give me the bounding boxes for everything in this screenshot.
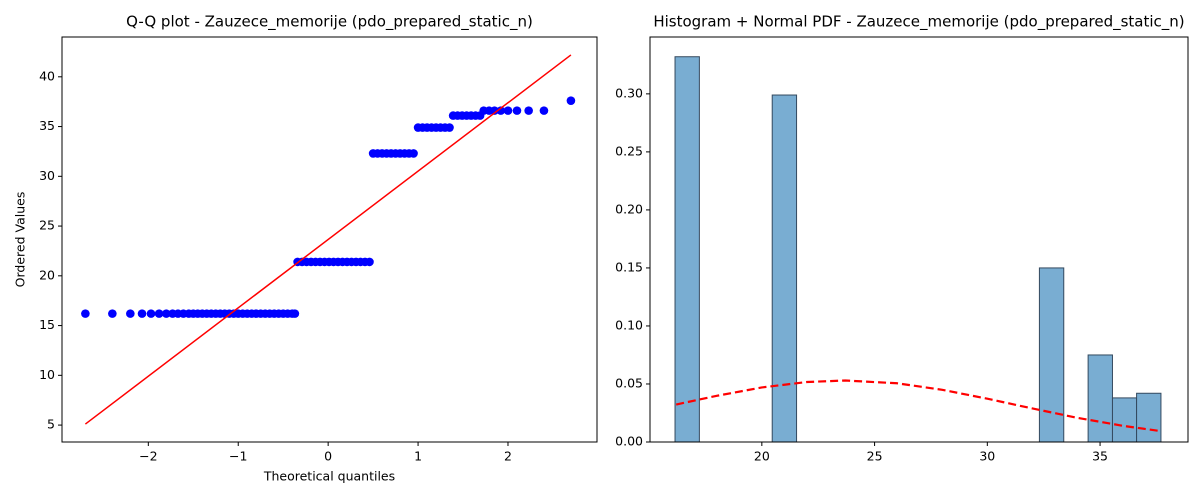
data-point: [126, 309, 135, 318]
y-tick-label: 15: [39, 317, 55, 332]
data-point: [409, 149, 418, 158]
y-tick-label: 5: [47, 417, 55, 432]
y-tick-label: 0.30: [615, 85, 643, 100]
data-point: [503, 106, 513, 115]
y-tick-label: 30: [39, 168, 55, 183]
data-point: [524, 106, 533, 115]
histogram-bar: [771, 94, 798, 443]
y-tick-label: 35: [39, 118, 55, 133]
axes-frame: [649, 36, 1189, 443]
data-point: [512, 106, 522, 115]
x-tick-label: 0: [324, 449, 332, 464]
data-point: [496, 106, 506, 115]
histogram-bar: [1136, 392, 1162, 443]
x-tick-label: 1: [414, 449, 422, 464]
y-tick-label: 0.15: [615, 259, 643, 274]
data-point: [81, 309, 90, 318]
data-point: [290, 309, 300, 318]
x-tick-label: 30: [979, 449, 995, 464]
y-axis-label: Ordered Values: [13, 192, 28, 288]
subplot: Histogram + Normal PDF - Zauzece_memorij…: [615, 13, 1189, 464]
data-point: [154, 309, 164, 318]
data-point: [108, 309, 117, 318]
y-tick-label: 0.10: [615, 317, 643, 332]
y-tick-label: 0.25: [615, 143, 643, 158]
x-tick-label: −2: [139, 449, 157, 464]
x-tick-label: −1: [229, 449, 247, 464]
chart-title: Histogram + Normal PDF - Zauzece_memorij…: [653, 13, 1184, 32]
data-point: [137, 309, 147, 318]
data-point: [146, 309, 156, 318]
y-tick-label: 40: [39, 68, 55, 83]
fit-line: [84, 54, 572, 425]
histogram-bar: [674, 56, 700, 443]
data-point: [539, 106, 549, 115]
data-point: [365, 257, 374, 267]
x-tick-label: 35: [1092, 449, 1108, 464]
y-tick-label: 0.20: [615, 201, 643, 216]
data-point: [162, 309, 171, 318]
chart-title: Q-Q plot - Zauzece_memorije (pdo_prepare…: [126, 13, 533, 32]
data-point: [490, 106, 499, 115]
x-tick-label: 2: [504, 449, 512, 464]
x-tick-label: 25: [867, 449, 883, 464]
data-point: [445, 123, 454, 132]
y-tick-label: 10: [39, 367, 55, 382]
x-tick-label: 20: [754, 449, 770, 464]
x-axis-label: Theoretical quantiles: [263, 469, 395, 484]
subplot: Q-Q plot - Zauzece_memorije (pdo_prepare…: [13, 13, 598, 484]
y-tick-label: 0.05: [615, 375, 643, 390]
y-tick-label: 0.00: [615, 434, 643, 449]
axes-frame: [61, 36, 598, 443]
y-tick-label: 25: [39, 218, 55, 233]
fit-line: [675, 379, 1159, 432]
histogram-bar: [1087, 354, 1113, 443]
histogram-bar: [1038, 267, 1065, 443]
histogram-bar: [1111, 397, 1138, 443]
y-tick-label: 20: [39, 267, 55, 282]
data-point: [566, 96, 576, 105]
